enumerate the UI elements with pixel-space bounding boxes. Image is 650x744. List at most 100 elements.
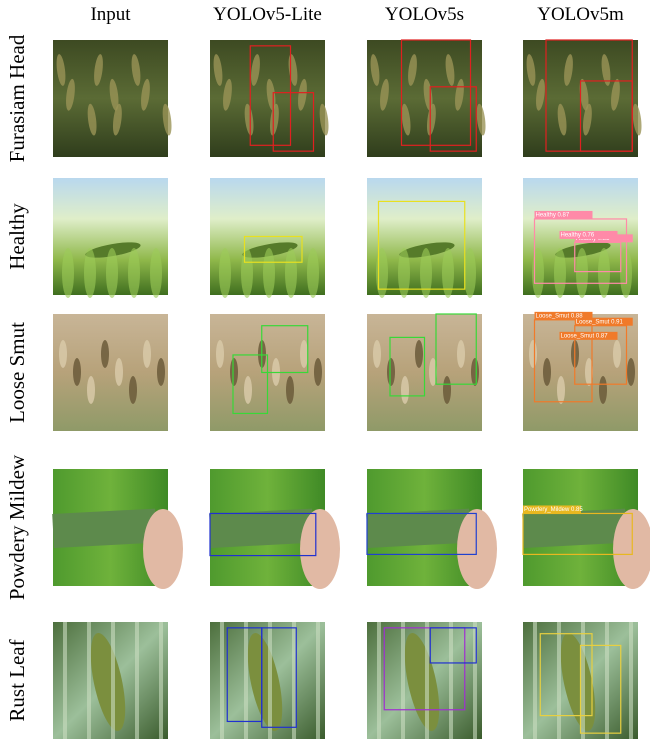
wheat-head <box>579 78 589 111</box>
column-header: YOLOv5m <box>537 4 624 25</box>
wheat-head <box>564 54 573 86</box>
wheat-head <box>627 358 635 386</box>
label-bg <box>559 331 618 340</box>
wheat-head <box>112 103 122 136</box>
wheat-head <box>601 54 611 86</box>
wheat-head <box>230 358 238 386</box>
wheat-head <box>162 103 172 136</box>
wheat-blur <box>598 248 610 298</box>
wheat-head <box>526 54 536 86</box>
wheat-blur <box>219 248 231 298</box>
bounding-box <box>435 313 477 385</box>
wheat-head <box>543 358 551 386</box>
wheat-head <box>529 340 537 368</box>
box-label: Loose_Smut 0.87 <box>561 333 609 339</box>
bounding-box <box>539 633 593 717</box>
image-cell <box>367 313 482 431</box>
leaf <box>560 633 596 731</box>
label-bg <box>534 311 593 320</box>
image-cell <box>523 622 638 739</box>
bounding-box <box>579 644 622 734</box>
wheat-head <box>115 358 123 386</box>
image-cell <box>53 622 168 739</box>
image-cell <box>367 622 482 739</box>
wheat-head <box>582 103 592 136</box>
wheat-head <box>87 103 97 136</box>
wheat-blur <box>106 248 118 298</box>
wheat-head <box>632 103 642 136</box>
wheat-head <box>443 376 451 404</box>
wheat-head <box>380 78 389 111</box>
row-label: Rust Leaf <box>5 639 29 721</box>
bounding-box <box>272 92 315 152</box>
row-label: Loose Smut <box>5 322 29 423</box>
bounding-box <box>366 512 477 556</box>
bounding-box <box>209 512 317 557</box>
wheat-head <box>298 78 307 111</box>
photo <box>53 314 168 431</box>
wheat-head <box>213 54 223 86</box>
wheat-blur <box>84 248 96 298</box>
bounding-box <box>249 45 292 146</box>
wheat-head <box>445 54 455 86</box>
bounding-box <box>243 235 303 263</box>
stem <box>377 622 381 739</box>
stem <box>63 622 67 739</box>
wheat-head <box>300 340 308 368</box>
bounding-box <box>377 200 466 290</box>
wheat-head <box>131 54 141 86</box>
stem <box>292 622 296 739</box>
wheat-head <box>557 103 567 136</box>
wheat-head <box>457 340 465 368</box>
box-label: Powdery_Mildew 0.85 <box>524 507 583 513</box>
bounding-box <box>232 354 269 415</box>
leaf <box>522 508 627 548</box>
label-bg <box>523 505 581 514</box>
image-cell <box>53 40 172 157</box>
column-header: Input <box>90 4 131 25</box>
leaf <box>90 633 126 731</box>
wheat-blur <box>150 248 162 298</box>
wheat-blur <box>554 248 566 298</box>
stem <box>135 622 139 739</box>
wheat-head <box>73 358 81 386</box>
stem <box>268 622 272 739</box>
bounding-box <box>261 627 297 728</box>
wheat-head <box>101 340 109 368</box>
wheat-blur <box>285 248 297 298</box>
wheat-blur <box>532 248 544 298</box>
wheat-head <box>387 358 395 386</box>
leaf <box>366 508 471 548</box>
column-header: YOLOv5-Lite <box>213 4 322 25</box>
stem <box>473 622 477 739</box>
box-label: Healthy 0.76 <box>561 233 595 239</box>
bounding-box <box>261 325 309 374</box>
box-label: Loose_Smut 0.91 <box>576 319 624 325</box>
wheat-head <box>251 54 260 86</box>
wheat-head <box>66 78 75 111</box>
stem <box>111 622 115 739</box>
photo <box>523 314 638 431</box>
wheat-head <box>370 54 380 86</box>
row-label: Healthy <box>5 203 29 270</box>
wheat-blur <box>307 248 319 298</box>
image-cell: Powdery_Mildew 0.85 <box>522 469 650 589</box>
stem <box>244 622 248 739</box>
stem <box>557 622 561 739</box>
wheat-blur <box>128 248 140 298</box>
bounding-box <box>429 627 477 664</box>
image-cell <box>209 469 340 589</box>
wheat-head <box>141 78 150 111</box>
hand <box>300 509 340 589</box>
wheat-head <box>319 103 329 136</box>
wheat-head <box>59 340 67 368</box>
stem <box>316 622 320 739</box>
bounding-box <box>522 512 633 556</box>
wheat-head <box>599 376 607 404</box>
stem <box>87 622 91 739</box>
leaf <box>404 633 440 731</box>
wheat-head <box>286 376 294 404</box>
image-cell <box>53 314 168 431</box>
bounding-box <box>400 39 472 146</box>
wheat-head <box>471 358 479 386</box>
